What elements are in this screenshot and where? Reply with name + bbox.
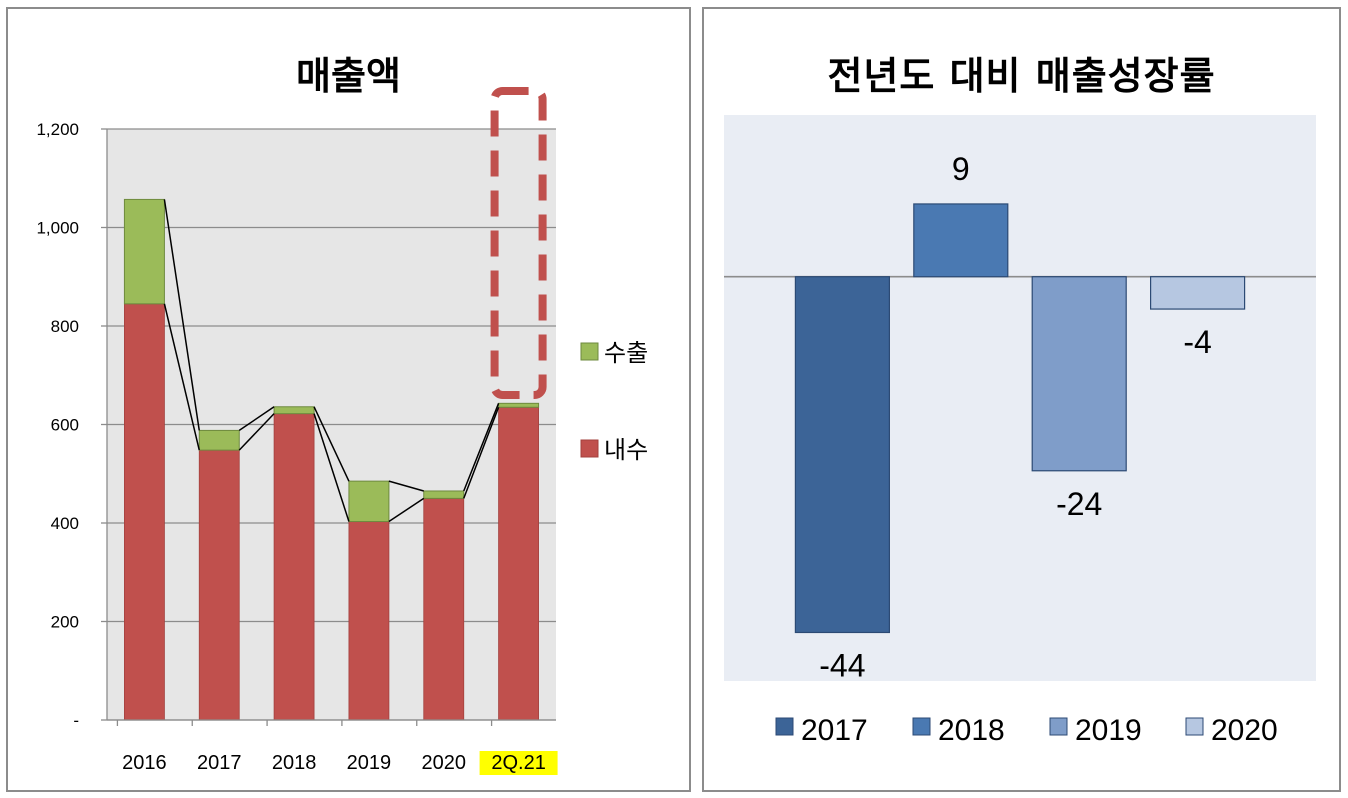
growth-bar (913, 203, 1009, 278)
growth-chart: -44 9 -24 -4 2017 2018 2019 2020 (724, 115, 1316, 747)
bar-export (348, 480, 390, 523)
x-category-label: 2017 (197, 752, 242, 774)
y-tick-label: 400 (51, 514, 79, 533)
bar-domestic (348, 521, 390, 721)
x-category-label: 2018 (272, 752, 317, 774)
bar-domestic (198, 449, 240, 721)
bar-domestic (273, 413, 315, 721)
x-category-label: 2016 (122, 752, 167, 774)
legend-swatch (1049, 717, 1068, 736)
growth-bar (1150, 276, 1246, 310)
series-connector-export (463, 403, 500, 492)
category-highlight (479, 751, 558, 775)
bar-domestic (498, 406, 539, 721)
y-tick-label: 800 (51, 317, 79, 336)
x-category-label: 2Q.21 (491, 752, 545, 774)
x-category-label: 2020 (422, 752, 467, 774)
legend-label: 2019 (1075, 714, 1142, 747)
bar-domestic (423, 497, 465, 721)
data-label: -4 (1183, 324, 1211, 360)
highlight-dashed-box (490, 87, 547, 399)
legend-label: 내수 (604, 436, 648, 464)
sales-chart: - 200 400 600 800 1,000 1,200 2016 2017 2018 2019 2… (36, 87, 648, 775)
y-tick-label: - (73, 711, 79, 730)
growth-chart-title: 전년도 대비 매출성장률 (827, 54, 1216, 98)
bar-export (198, 429, 240, 451)
series-connector-export (163, 199, 200, 431)
series-connector-export (388, 480, 424, 492)
legend-label: 수출 (604, 339, 648, 367)
series-connector-domestic (463, 406, 500, 499)
growth-bar (1031, 276, 1127, 472)
bar-domestic (124, 303, 165, 721)
series-connector-domestic (388, 497, 425, 523)
legend-swatch (580, 439, 599, 458)
series-connector-export (313, 406, 350, 482)
legend-label: 2020 (1211, 714, 1278, 747)
x-category-label: 2019 (347, 752, 392, 774)
y-tick-label: 1,000 (36, 219, 79, 238)
series-connector-export (238, 406, 275, 432)
series-connector-domestic (163, 303, 200, 451)
sales-chart-title: 매출액 (296, 54, 401, 98)
sales-chart-panel: 매출액 - 200 400 600 800 1,000 1,200 2016 2017 2018 2… (6, 7, 691, 792)
y-tick-label: 200 (51, 613, 79, 632)
data-label: 9 (952, 151, 970, 187)
bar-export (123, 198, 165, 305)
y-tick-label: 600 (51, 416, 79, 435)
bar-export (498, 402, 540, 408)
bar-export (423, 490, 465, 499)
data-label: -44 (819, 647, 865, 683)
y-tick-label: 1,200 (36, 120, 79, 139)
legend-label: 2017 (801, 714, 868, 747)
growth-bar (794, 276, 891, 634)
legend-swatch (912, 717, 931, 736)
bar-export (273, 406, 315, 415)
legend-swatch (1185, 717, 1204, 736)
series-connector-domestic (238, 413, 275, 451)
series-connector-domestic (313, 413, 350, 522)
legend-swatch (775, 717, 794, 736)
legend-swatch (580, 342, 599, 361)
legend-label: 2018 (938, 714, 1005, 747)
growth-chart-panel: 전년도 대비 매출성장률 -44 9 -24 -4 2017 2018 2019 2020 (702, 7, 1341, 792)
data-label: -24 (1056, 486, 1102, 522)
